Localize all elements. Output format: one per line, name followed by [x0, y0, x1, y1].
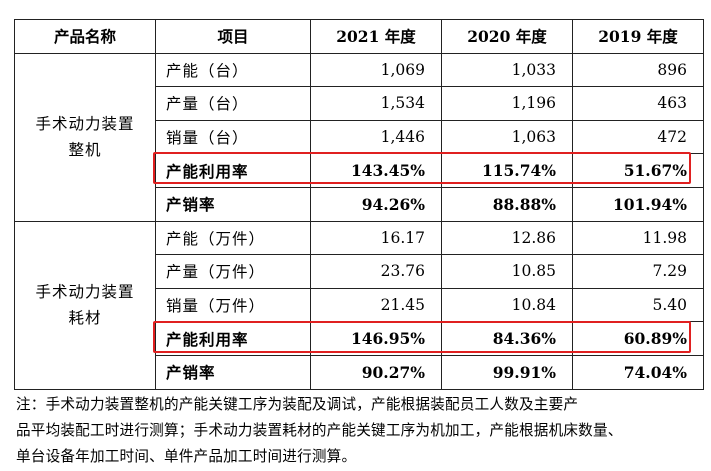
- header-2020: 2020 年度: [441, 19, 573, 54]
- value-2020: 1,196: [441, 86, 573, 121]
- value-2019: 101.94%: [572, 186, 704, 222]
- value-2021: 23.76: [310, 254, 442, 289]
- value-2021: 1,534: [310, 86, 442, 121]
- value-2020: 1,063: [441, 119, 573, 155]
- value-2020: 115.74%: [441, 153, 573, 188]
- table-row: 产量（万件） 23.76 10.85 7.29: [15, 254, 704, 289]
- item-cell: 产能利用率: [155, 321, 311, 356]
- capacity-table: 产品名称 项目 2021 年度 2020 年度 2019 年度 手术动力装置 整…: [14, 19, 704, 390]
- value-2020: 12.86: [441, 220, 573, 256]
- product-name-line: 整机: [68, 141, 102, 160]
- product-name-line: 手术动力装置: [35, 283, 135, 302]
- table-row: 产销率 90.27% 99.91% 74.04%: [15, 354, 704, 390]
- item-cell: 产销率: [155, 186, 311, 222]
- footnote-line: 单台设备年加工时间、单件产品加工时间进行测算。: [16, 448, 357, 465]
- value-2019: 74.04%: [572, 354, 704, 390]
- item-cell: 产量（台）: [155, 86, 311, 121]
- value-2019: 60.89%: [572, 321, 704, 356]
- table-row: 产销率 94.26% 88.88% 101.94%: [15, 186, 704, 222]
- value-2021: 1,446: [310, 119, 442, 155]
- value-2020: 88.88%: [441, 186, 573, 222]
- header-item: 项目: [155, 19, 311, 54]
- value-2020: 84.36%: [441, 321, 573, 356]
- item-cell: 产量（万件）: [155, 254, 311, 289]
- product-name-line: 耗材: [68, 309, 102, 328]
- value-2021: 146.95%: [310, 321, 442, 356]
- product-name-line: 手术动力装置: [35, 115, 135, 134]
- table-row: 产量（台） 1,534 1,196 463: [15, 86, 704, 121]
- value-2020: 10.84: [441, 287, 573, 323]
- value-2021: 21.45: [310, 287, 442, 323]
- value-2020: 1,033: [441, 52, 573, 88]
- value-2019: 11.98: [572, 220, 704, 256]
- value-2019: 463: [572, 86, 704, 121]
- footnote-line: 品平均装配工时进行测算；手术动力装置耗材的产能关键工序为机加工，产能根据机床数量…: [16, 422, 623, 439]
- header-product: 产品名称: [14, 19, 156, 54]
- value-2020: 99.91%: [441, 354, 573, 390]
- item-cell: 销量（台）: [155, 119, 311, 155]
- value-2019: 7.29: [572, 254, 704, 289]
- table-row: 销量（台） 1,446 1,063 472: [15, 119, 704, 155]
- value-2021: 90.27%: [310, 354, 442, 390]
- value-2021: 16.17: [310, 220, 442, 256]
- header-2019: 2019 年度: [572, 19, 704, 54]
- table-row: 手术动力装置 整机 产能（台） 1,069 1,033 896: [14, 52, 704, 222]
- value-2019: 896: [572, 52, 704, 88]
- value-2019: 472: [572, 119, 704, 155]
- product-name-cell: 手术动力装置 整机: [14, 52, 156, 222]
- value-2020: 10.85: [441, 254, 573, 289]
- item-cell: 产能（万件）: [155, 220, 311, 256]
- header-row: 产品名称 项目 2021 年度 2020 年度 2019 年度: [14, 19, 704, 54]
- table-row: 手术动力装置 耗材 产能（万件） 16.17 12.86 11.98: [14, 220, 704, 390]
- value-2021: 1,069: [310, 52, 442, 88]
- item-cell: 产销率: [155, 354, 311, 390]
- item-cell: 产能（台）: [155, 52, 311, 88]
- product-name-cell: 手术动力装置 耗材: [14, 220, 156, 390]
- value-2021: 143.45%: [310, 153, 442, 188]
- item-cell: 销量（万件）: [155, 287, 311, 323]
- table-row: 销量（万件） 21.45 10.84 5.40: [15, 287, 704, 323]
- footnote: 注：手术动力装置整机的产能关键工序为装配及调试，产能根据装配员工人数及主要产 品…: [16, 392, 706, 470]
- value-2019: 51.67%: [572, 153, 704, 188]
- value-2019: 5.40: [572, 287, 704, 323]
- table-row-highlighted: 产能利用率 146.95% 84.36% 60.89%: [15, 321, 704, 356]
- value-2021: 94.26%: [310, 186, 442, 222]
- footnote-line: 注：手术动力装置整机的产能关键工序为装配及调试，产能根据装配员工人数及主要产: [16, 396, 579, 413]
- item-cell: 产能利用率: [155, 153, 311, 188]
- header-2021: 2021 年度: [310, 19, 442, 54]
